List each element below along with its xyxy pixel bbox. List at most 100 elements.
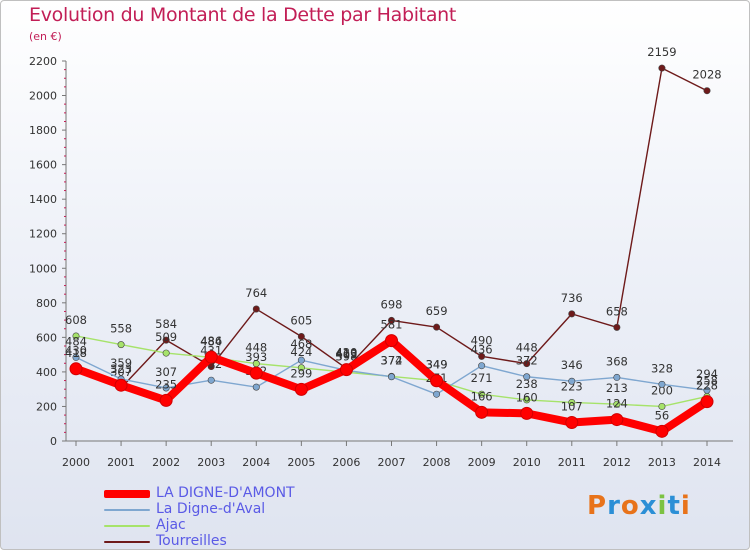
data-label-ajac: 213 — [606, 381, 628, 395]
data-label-la-digne-d-amont: 56 — [655, 408, 670, 422]
proxiti-logo: Proxiti — [587, 491, 691, 521]
data-label-tourreilles: 2159 — [647, 45, 676, 59]
y-tick-label: 2200 — [29, 55, 57, 68]
data-label-ajac: 484 — [200, 334, 222, 348]
data-point-la-digne-d-amont — [249, 366, 263, 380]
x-tick-label: 2002 — [152, 456, 180, 469]
data-label-tourreilles: 659 — [426, 304, 448, 318]
y-tick-label: 400 — [36, 366, 57, 379]
data-point-la-digne-d-amont — [655, 424, 669, 438]
data-label-ajac: 223 — [561, 379, 583, 393]
data-point-la-digne-d-aval — [703, 386, 711, 394]
data-point-la-digne-d-amont — [69, 362, 83, 376]
y-tick-label: 200 — [36, 400, 57, 413]
data-label-la-digne-d-aval: 307 — [155, 365, 177, 379]
legend-label: LA DIGNE-D'AMONT — [156, 485, 295, 501]
y-tick-label: 800 — [36, 297, 57, 310]
data-label-ajac: 558 — [110, 322, 132, 336]
data-point-la-digne-d-amont — [520, 406, 534, 420]
data-point-ajac — [478, 390, 486, 398]
x-tick-label: 2008 — [423, 456, 451, 469]
data-label-tourreilles: 307 — [110, 365, 132, 379]
data-label-tourreilles: 490 — [471, 333, 493, 347]
data-label-la-digne-d-amont: 581 — [381, 318, 403, 332]
x-tick-label: 2000 — [62, 456, 90, 469]
data-label-la-digne-d-amont: 107 — [561, 400, 583, 414]
data-point-la-digne-d-aval — [478, 362, 486, 370]
data-label-ajac: 238 — [516, 377, 538, 391]
data-label-tourreilles: 2028 — [692, 68, 721, 82]
x-tick-label: 2005 — [287, 456, 315, 469]
data-point-tourreilles — [568, 310, 576, 318]
data-label-tourreilles: 698 — [381, 297, 403, 311]
data-label-la-digne-d-aval: 409 — [335, 347, 357, 361]
data-label-la-digne-d-aval: 328 — [651, 361, 673, 375]
y-tick-label: 1600 — [29, 159, 57, 172]
data-label-ajac: 448 — [245, 341, 267, 355]
data-label-la-digne-d-amont: 486 — [200, 334, 222, 348]
data-point-la-digne-d-amont — [700, 395, 714, 409]
y-tick-label: 1800 — [29, 124, 57, 137]
x-tick-label: 2007 — [378, 456, 406, 469]
logo-letter: o — [620, 491, 640, 521]
data-label-la-digne-d-amont: 166 — [471, 389, 493, 403]
legend-label: La Digne-d'Aval — [156, 501, 266, 517]
logo-letter: x — [639, 491, 658, 521]
data-label-la-digne-d-aval: 372 — [516, 354, 538, 368]
data-point-ajac — [297, 364, 305, 372]
data-point-ajac — [162, 349, 170, 357]
x-tick-label: 2009 — [468, 456, 496, 469]
data-point-la-digne-d-aval — [252, 383, 260, 391]
data-label-la-digne-d-aval: 436 — [471, 343, 493, 357]
data-label-tourreilles: 736 — [561, 291, 583, 305]
x-tick-label: 2001 — [107, 456, 135, 469]
data-label-la-digne-d-aval: 359 — [110, 356, 132, 370]
data-label-tourreilles: 584 — [155, 317, 177, 331]
data-point-la-digne-d-aval — [387, 373, 395, 381]
data-label-la-digne-d-amont: 235 — [155, 377, 177, 391]
logo-letter: i — [680, 491, 691, 521]
x-tick-label: 2011 — [558, 456, 586, 469]
y-tick-label: 1400 — [29, 193, 57, 206]
data-label-ajac: 349 — [426, 358, 448, 372]
data-label-la-digne-d-aval: 368 — [606, 354, 628, 368]
x-tick-label: 2012 — [603, 456, 631, 469]
y-tick-label: 2000 — [29, 90, 57, 103]
data-point-la-digne-d-aval — [162, 384, 170, 392]
logo-letter: r — [607, 491, 621, 521]
data-label-la-digne-d-amont: 228 — [696, 379, 718, 393]
data-point-ajac — [613, 400, 621, 408]
legend-swatch — [104, 509, 150, 511]
data-point-ajac — [117, 341, 125, 349]
y-tick-label: 600 — [36, 331, 57, 344]
data-point-la-digne-d-aval — [613, 373, 621, 381]
data-label-tourreilles: 658 — [606, 304, 628, 318]
data-label-ajac: 509 — [155, 330, 177, 344]
data-point-tourreilles — [433, 323, 441, 331]
data-label-la-digne-d-amont: 413 — [335, 347, 357, 361]
data-point-la-digne-d-aval — [523, 373, 531, 381]
data-label-ajac: 374 — [381, 353, 403, 367]
data-label-tourreilles: 420 — [335, 345, 357, 359]
data-point-la-digne-d-aval — [297, 356, 305, 364]
legend-swatch — [104, 525, 150, 527]
data-point-la-digne-d-aval — [207, 376, 215, 384]
data-label-la-digne-d-aval: 468 — [290, 337, 312, 351]
data-label-la-digne-d-amont: 323 — [110, 362, 132, 376]
data-point-tourreilles — [613, 323, 621, 331]
data-point-tourreilles — [478, 352, 486, 360]
chart-unit: (en €) — [29, 30, 62, 43]
data-point-la-digne-d-amont — [339, 363, 353, 377]
x-tick-label: 2006 — [332, 456, 360, 469]
legend-label: Ajac — [156, 517, 186, 533]
data-point-tourreilles — [162, 336, 170, 344]
logo-letter: t — [667, 491, 681, 521]
data-label-ajac: 200 — [651, 383, 673, 397]
legend-swatch — [104, 541, 150, 543]
data-point-ajac — [72, 332, 80, 340]
data-label-ajac: 398 — [335, 349, 357, 363]
x-tick-label: 2004 — [242, 456, 270, 469]
data-label-la-digne-d-aval: 484 — [65, 334, 87, 348]
